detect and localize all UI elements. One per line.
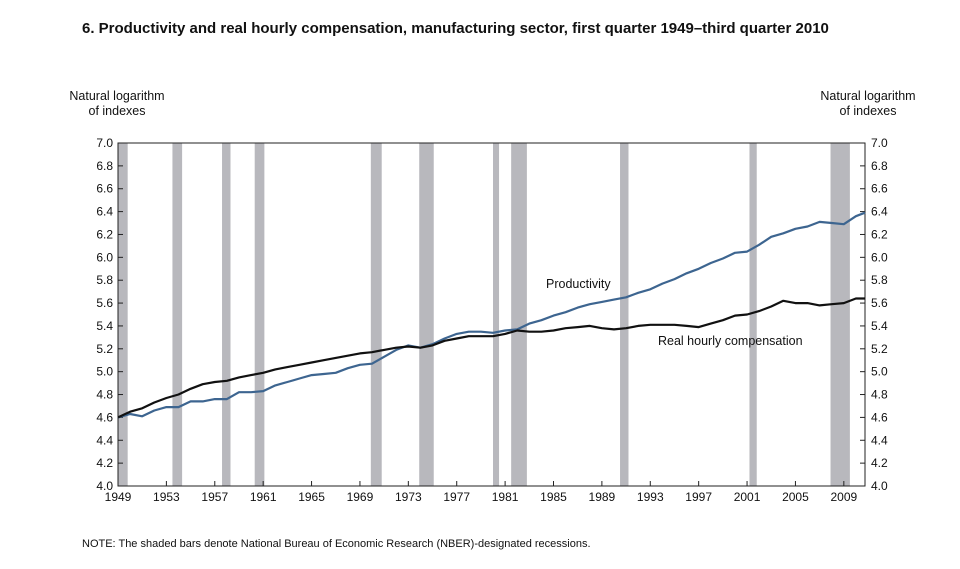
plot-frame xyxy=(117,142,866,487)
y-tick-label-left: 5.2 xyxy=(96,342,113,356)
y-tick-label-left: 4.0 xyxy=(96,479,113,493)
x-tick-label: 2005 xyxy=(782,490,809,504)
recession-bar xyxy=(222,143,231,486)
y-tick-label-right: 5.2 xyxy=(871,342,888,356)
y-tick-label-left: 7.0 xyxy=(96,136,113,150)
recession-bar xyxy=(254,143,265,486)
y-tick-label-left: 4.8 xyxy=(96,388,113,402)
y-tick-label-right: 6.0 xyxy=(871,250,888,264)
x-tick-label: 1985 xyxy=(540,490,567,504)
y-tick-label-left: 5.8 xyxy=(96,273,113,287)
y-tick-label-left: 6.8 xyxy=(96,159,113,173)
y-tick-label-left: 6.4 xyxy=(96,205,113,219)
x-tick-label: 1965 xyxy=(298,490,325,504)
y-tick-label-right: 4.2 xyxy=(871,456,888,470)
x-tick-label: 1969 xyxy=(347,490,374,504)
right-axis-title-line-1: Natural logarithm xyxy=(820,89,916,103)
x-tick-label: 1961 xyxy=(250,490,277,504)
y-tick-label-left: 6.2 xyxy=(96,227,113,241)
y-tick-label-right: 5.4 xyxy=(871,319,888,333)
productivity-label: Productivity xyxy=(546,277,611,291)
right-axis-title: Natural logarithm of indexes xyxy=(803,89,933,119)
y-tick-label-left: 6.6 xyxy=(96,182,113,196)
y-tick-label-right: 6.8 xyxy=(871,159,888,173)
y-tick-label-left: 5.6 xyxy=(96,296,113,310)
right-axis-title-line-2: of indexes xyxy=(839,104,897,118)
x-tick-label: 1953 xyxy=(153,490,180,504)
y-tick-label-right: 4.8 xyxy=(871,388,888,402)
x-tick-label: 1993 xyxy=(637,490,664,504)
recession-bar xyxy=(118,143,128,486)
x-tick-label: 2009 xyxy=(830,490,857,504)
x-tick-label: 1989 xyxy=(589,490,616,504)
x-tick-label: 1977 xyxy=(443,490,470,504)
footnote: NOTE: The shaded bars denote National Bu… xyxy=(82,538,591,550)
recession-bar xyxy=(511,143,527,486)
x-tick-label: 1949 xyxy=(105,490,132,504)
x-tick-label: 2001 xyxy=(734,490,761,504)
y-tick-label-right: 6.4 xyxy=(871,205,888,219)
recession-bar xyxy=(620,143,629,486)
chart-title: 6. Productivity and real hourly compensa… xyxy=(82,20,829,37)
y-tick-label-right: 5.8 xyxy=(871,273,888,287)
x-tick-label: 1997 xyxy=(685,490,712,504)
y-tick-label-left: 4.2 xyxy=(96,456,113,470)
x-tick-label: 1973 xyxy=(395,490,422,504)
y-tick-label-left: 4.6 xyxy=(96,410,113,424)
y-tick-label-right: 4.4 xyxy=(871,433,888,447)
y-tick-label-right: 7.0 xyxy=(871,136,888,150)
productivity-line xyxy=(117,211,866,419)
left-axis-title-line-1: Natural logarithm xyxy=(69,89,165,103)
left-axis-title: Natural logarithm of indexes xyxy=(52,89,182,119)
y-tick-label-right: 6.2 xyxy=(871,227,888,241)
y-tick-label-right: 5.0 xyxy=(871,365,888,379)
x-tick-label: 1957 xyxy=(201,490,228,504)
y-tick-label-right: 5.6 xyxy=(871,296,888,310)
y-tick-label-left: 5.4 xyxy=(96,319,113,333)
recession-bar xyxy=(830,143,850,486)
y-tick-label-right: 6.6 xyxy=(871,182,888,196)
y-tick-label-left: 6.0 xyxy=(96,250,113,264)
recession-bar xyxy=(419,143,434,486)
recession-bar xyxy=(493,143,500,486)
x-tick-label: 1981 xyxy=(492,490,519,504)
y-tick-label-left: 5.0 xyxy=(96,365,113,379)
y-tick-label-left: 4.4 xyxy=(96,433,113,447)
y-tick-label-right: 4.6 xyxy=(871,410,888,424)
compensation-label: Real hourly compensation xyxy=(658,334,803,348)
y-tick-label-right: 4.0 xyxy=(871,479,888,493)
left-axis-title-line-2: of indexes xyxy=(88,104,146,118)
recession-bar xyxy=(749,143,757,486)
recession-bar xyxy=(172,143,183,486)
recession-bar xyxy=(370,143,382,486)
compensation-line xyxy=(117,297,865,419)
